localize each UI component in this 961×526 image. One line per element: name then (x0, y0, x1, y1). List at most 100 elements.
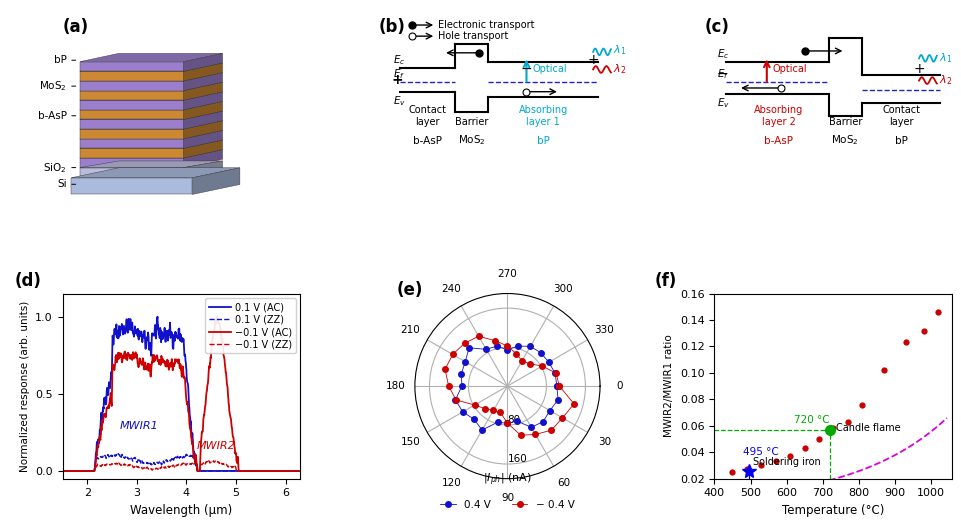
Line: 0.1 V (ZZ): 0.1 V (ZZ) (62, 453, 300, 471)
Polygon shape (184, 102, 222, 119)
Polygon shape (184, 161, 222, 178)
−0.1 V (ZZ) (57, 468, 68, 474)
Text: (f): (f) (654, 272, 677, 290)
−0.1 V (AC) (201, 387, 212, 393)
Polygon shape (80, 148, 184, 158)
Polygon shape (80, 72, 184, 81)
Polygon shape (184, 73, 222, 90)
Polygon shape (80, 158, 184, 168)
Polygon shape (80, 139, 184, 148)
−0.1 V (AC) (294, 468, 306, 474)
Text: Electronic transport: Electronic transport (438, 20, 534, 30)
Text: Barrier: Barrier (455, 117, 488, 127)
Text: +: + (586, 53, 598, 67)
−0.1 V (ZZ) (201, 459, 212, 465)
Polygon shape (71, 168, 239, 178)
−0.1 V (ZZ) (237, 468, 249, 474)
Polygon shape (80, 168, 184, 178)
Polygon shape (80, 130, 222, 139)
Text: $|I_{ph}|$ (nA): $|I_{ph}|$ (nA) (482, 472, 531, 489)
Line: 0.1 V (AC): 0.1 V (AC) (62, 317, 300, 471)
Polygon shape (184, 92, 222, 110)
Text: 495 °C: 495 °C (743, 447, 778, 457)
Text: $\lambda_2$: $\lambda_2$ (612, 63, 626, 76)
Polygon shape (80, 62, 184, 72)
Polygon shape (80, 102, 222, 110)
Text: (d): (d) (15, 272, 41, 290)
0.1 V (ZZ) (71, 468, 83, 474)
Polygon shape (80, 140, 222, 148)
Y-axis label: MWIR2/MWIR1 ratio: MWIR2/MWIR1 ratio (664, 335, 674, 438)
0.1 V (ZZ) (261, 468, 273, 474)
Polygon shape (184, 63, 222, 81)
Polygon shape (80, 110, 184, 119)
Polygon shape (80, 119, 184, 129)
Polygon shape (80, 92, 222, 100)
Polygon shape (80, 111, 222, 119)
Text: 720 °C: 720 °C (793, 415, 828, 425)
−0.1 V (ZZ) (208, 458, 219, 464)
Polygon shape (80, 161, 222, 168)
Text: bP: bP (536, 136, 549, 146)
Polygon shape (184, 149, 222, 168)
−0.1 V (AC) (195, 443, 207, 449)
Polygon shape (184, 53, 222, 72)
−0.1 V (AC) (57, 468, 68, 474)
Y-axis label: Normalized response (arb. units): Normalized response (arb. units) (19, 300, 30, 472)
Text: $\lambda_2$: $\lambda_2$ (938, 74, 950, 87)
0.1 V (AC) (261, 468, 273, 474)
Text: (a): (a) (62, 18, 88, 36)
Polygon shape (71, 178, 192, 195)
Text: SiO$_2$: SiO$_2$ (43, 161, 66, 175)
Text: MWIR1: MWIR1 (120, 421, 159, 431)
Text: $E_c$: $E_c$ (716, 47, 728, 61)
Polygon shape (80, 81, 184, 90)
Text: +: + (912, 62, 924, 76)
Text: MoS$_2$: MoS$_2$ (830, 134, 858, 147)
Text: bP: bP (54, 55, 66, 65)
0.1 V (AC) (195, 468, 207, 474)
0.1 V (AC) (294, 468, 306, 474)
0.1 V (AC) (152, 313, 163, 320)
−0.1 V (AC) (237, 468, 249, 474)
Text: MoS$_2$: MoS$_2$ (39, 79, 66, 93)
Legend: 0.4 V, − 0.4 V: 0.4 V, − 0.4 V (435, 496, 579, 514)
Polygon shape (80, 53, 222, 62)
−0.1 V (ZZ) (209, 459, 220, 466)
Text: Optical: Optical (772, 64, 806, 74)
Polygon shape (80, 63, 222, 72)
Text: b-AsP: b-AsP (763, 136, 793, 146)
Polygon shape (80, 129, 184, 139)
Polygon shape (80, 90, 184, 100)
Polygon shape (80, 100, 184, 110)
Text: −: − (716, 67, 727, 81)
Text: Barrier: Barrier (827, 117, 861, 127)
Text: $E_c$: $E_c$ (393, 53, 406, 67)
Text: MoS$_2$: MoS$_2$ (457, 134, 485, 147)
Legend: 0.1 V (AC), 0.1 V (ZZ), −0.1 V (AC), −0.1 V (ZZ): 0.1 V (AC), 0.1 V (ZZ), −0.1 V (AC), −0.… (206, 298, 295, 353)
Polygon shape (184, 111, 222, 129)
Text: $E_f$: $E_f$ (393, 67, 405, 80)
Text: −: − (520, 62, 531, 76)
Polygon shape (184, 121, 222, 139)
0.1 V (AC) (57, 468, 68, 474)
Text: bP: bP (894, 136, 907, 146)
−0.1 V (ZZ) (195, 462, 207, 469)
0.1 V (ZZ) (111, 450, 123, 457)
Text: $E_v$: $E_v$ (716, 96, 729, 110)
X-axis label: Temperature (°C): Temperature (°C) (781, 504, 884, 517)
Polygon shape (80, 73, 222, 81)
Polygon shape (80, 121, 222, 129)
Line: −0.1 V (AC): −0.1 V (AC) (62, 317, 300, 471)
−0.1 V (ZZ) (71, 468, 83, 474)
0.1 V (AC) (237, 468, 249, 474)
Polygon shape (184, 130, 222, 148)
Line: −0.1 V (ZZ): −0.1 V (ZZ) (62, 461, 300, 471)
Polygon shape (184, 82, 222, 100)
Text: b-AsP: b-AsP (37, 111, 66, 121)
−0.1 V (ZZ) (294, 468, 306, 474)
−0.1 V (AC) (210, 313, 222, 320)
Text: Contact
layer: Contact layer (881, 105, 920, 127)
0.1 V (ZZ) (57, 468, 68, 474)
X-axis label: Wavelength (μm): Wavelength (μm) (131, 504, 233, 517)
